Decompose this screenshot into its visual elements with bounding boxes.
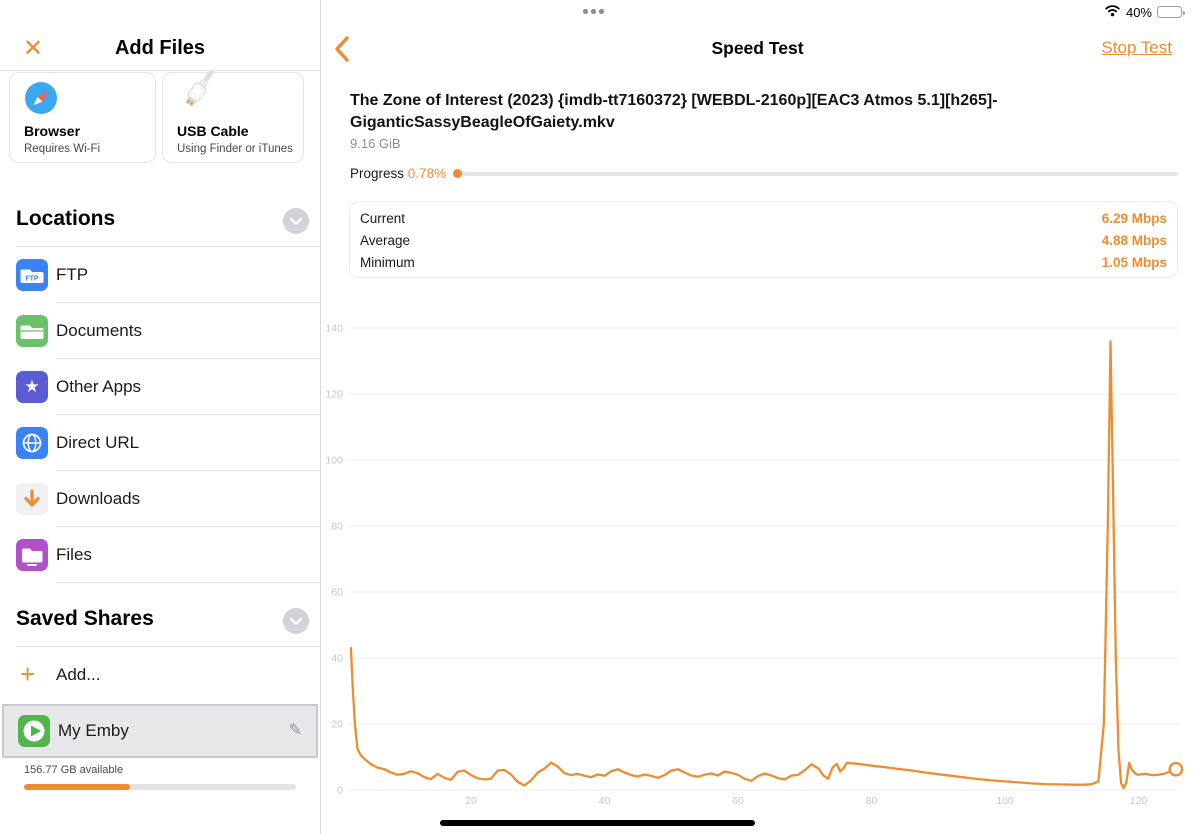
svg-text:120: 120 bbox=[325, 389, 343, 401]
card-title: USB Cable bbox=[177, 123, 249, 139]
usb-cable-icon bbox=[173, 69, 219, 122]
svg-text:100: 100 bbox=[996, 795, 1014, 807]
add-share-label: Add... bbox=[56, 665, 101, 684]
ftp-icon: FTP bbox=[16, 259, 48, 291]
close-icon[interactable]: ✕ bbox=[22, 35, 44, 62]
svg-text:40: 40 bbox=[599, 795, 611, 807]
star-icon: ★ bbox=[16, 371, 48, 403]
storage-available-text: 156.77 GB available bbox=[24, 764, 124, 776]
stat-value: 1.05 Mbps bbox=[1101, 255, 1167, 270]
svg-text:140: 140 bbox=[325, 323, 343, 335]
back-chevron-icon[interactable] bbox=[333, 35, 353, 63]
section-divider bbox=[16, 646, 320, 647]
card-subtitle: Requires Wi-Fi bbox=[24, 143, 101, 155]
sidebar-item-label: Other Apps bbox=[56, 377, 142, 396]
safari-browser-icon bbox=[24, 81, 58, 120]
svg-text:20: 20 bbox=[331, 719, 343, 731]
sidebar-item-label: Direct URL bbox=[56, 433, 140, 452]
section-divider bbox=[16, 246, 320, 247]
usb-cable-card[interactable]: USB Cable Using Finder or iTunes bbox=[162, 69, 304, 163]
sidebar-item-downloads[interactable]: Downloads bbox=[0, 471, 320, 527]
battery-icon bbox=[1157, 6, 1185, 18]
saved-shares-header: Saved Shares bbox=[16, 607, 154, 630]
svg-text:20: 20 bbox=[465, 795, 477, 807]
sidebar-item-other-apps[interactable]: ★ Other Apps bbox=[0, 359, 320, 415]
sidebar: ✕ Add Files Browser Requires Wi-Fi USB C… bbox=[0, 0, 320, 834]
progress-row: Progress 0.78% bbox=[350, 166, 446, 181]
svg-text:80: 80 bbox=[331, 521, 343, 533]
svg-text:120: 120 bbox=[1130, 795, 1148, 807]
download-arrow-icon bbox=[16, 483, 48, 515]
sidebar-item-label: Downloads bbox=[56, 489, 141, 508]
svg-text:FTP: FTP bbox=[25, 276, 39, 283]
stat-value: 6.29 Mbps bbox=[1101, 211, 1167, 226]
battery-percent: 40% bbox=[1125, 4, 1152, 20]
sidebar-title: Add Files bbox=[114, 37, 205, 59]
svg-text:40: 40 bbox=[331, 653, 343, 665]
documents-folder-icon bbox=[16, 315, 48, 347]
sidebar-item-direct-url[interactable]: Direct URL bbox=[0, 415, 320, 471]
sidebar-header-divider bbox=[0, 70, 320, 71]
stat-row-minimum: Minimum 1.05 Mbps bbox=[360, 251, 1167, 275]
speed-chart: 0 20 40 60 80 100 120 140 20 40 60 80 100 120 bbox=[325, 323, 1184, 807]
multitasking-dots-icon[interactable] bbox=[583, 9, 604, 14]
status-bar-indicators: 40% bbox=[1104, 4, 1185, 20]
sidebar-item-label: Documents bbox=[56, 321, 142, 340]
globe-icon bbox=[16, 427, 48, 459]
storage-bar-fill bbox=[24, 784, 131, 790]
browser-card[interactable]: Browser Requires Wi-Fi bbox=[9, 72, 156, 163]
stat-label: Current bbox=[360, 211, 406, 226]
svg-text:80: 80 bbox=[866, 795, 878, 807]
locations-header: Locations bbox=[16, 207, 116, 230]
emby-icon bbox=[18, 715, 50, 747]
stop-test-link[interactable]: Stop Test bbox=[1101, 38, 1172, 57]
locations-collapse-chevron-icon[interactable] bbox=[283, 208, 309, 234]
sidebar-item-label: FTP bbox=[56, 265, 89, 284]
progress-percent: 0.78% bbox=[407, 166, 447, 181]
speed-stats-card: Current 6.29 Mbps Average 4.88 Mbps Mini… bbox=[349, 201, 1178, 278]
file-size: 9.16 GiB bbox=[350, 136, 401, 151]
files-app-icon bbox=[16, 539, 48, 571]
page-title: Speed Test bbox=[711, 38, 804, 58]
saved-share-my-emby[interactable]: My Emby ✎ bbox=[2, 704, 318, 758]
sidebar-item-ftp[interactable]: FTP FTP bbox=[0, 247, 320, 303]
progress-thumb bbox=[453, 169, 462, 178]
svg-text:0: 0 bbox=[337, 785, 343, 797]
home-indicator[interactable] bbox=[440, 820, 755, 826]
edit-pencil-icon[interactable]: ✎ bbox=[288, 722, 302, 739]
stat-label: Minimum bbox=[360, 255, 415, 270]
sidebar-item-label: Files bbox=[56, 545, 92, 564]
stat-label: Average bbox=[360, 233, 411, 248]
share-name: My Emby bbox=[58, 721, 129, 740]
stat-row-average: Average 4.88 Mbps bbox=[360, 229, 1167, 253]
stat-value: 4.88 Mbps bbox=[1101, 233, 1167, 248]
progress-label: Progress bbox=[350, 166, 405, 181]
svg-text:60: 60 bbox=[331, 587, 343, 599]
add-share-button[interactable]: + Add... bbox=[0, 647, 320, 703]
progress-track bbox=[457, 172, 1178, 176]
plus-icon: + bbox=[20, 659, 36, 689]
file-name: The Zone of Interest (2023) {imdb-tt7160… bbox=[350, 92, 998, 131]
card-subtitle: Using Finder or iTunes bbox=[177, 143, 293, 155]
sidebar-item-files[interactable]: Files bbox=[0, 527, 320, 583]
saved-shares-collapse-chevron-icon[interactable] bbox=[283, 608, 309, 634]
card-title: Browser bbox=[24, 123, 81, 139]
svg-text:100: 100 bbox=[325, 455, 343, 467]
stat-row-current: Current 6.29 Mbps bbox=[360, 207, 1167, 231]
panel-divider bbox=[320, 0, 321, 834]
wifi-icon bbox=[1104, 4, 1121, 20]
svg-text:60: 60 bbox=[732, 795, 744, 807]
storage-bar bbox=[24, 784, 296, 790]
sidebar-item-documents[interactable]: Documents bbox=[0, 303, 320, 359]
